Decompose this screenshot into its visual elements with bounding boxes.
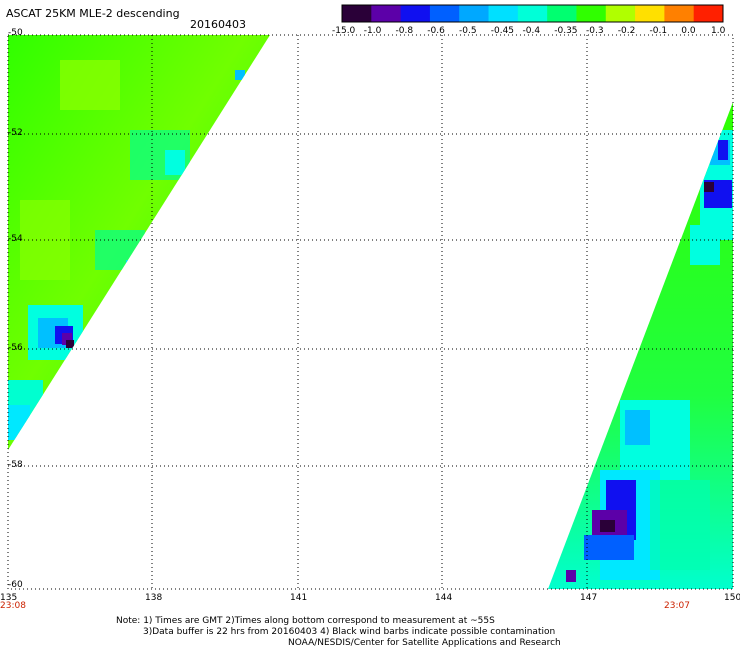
colorbar-tick-label: -0.35	[554, 26, 578, 36]
colorbar-tick-label: 1.0	[711, 26, 726, 36]
graticule	[8, 35, 733, 589]
colorbar-tick-label: -0.3	[586, 26, 604, 36]
colorbar-swatch	[517, 5, 548, 22]
colorbar-tick-label: -0.5	[459, 26, 477, 36]
map-title: ASCAT 25KM MLE-2 descending	[6, 7, 180, 20]
colorbar-swatch	[547, 5, 577, 22]
colorbar-swatch	[576, 5, 607, 22]
colorbar-swatch	[693, 5, 724, 22]
colorbar-tick-label: -0.4	[522, 26, 541, 36]
colorbar-swatch	[664, 5, 695, 22]
time-left: 23:08	[0, 601, 26, 611]
lat-label-58: -58	[8, 460, 23, 470]
lon-label-138: 138	[145, 593, 163, 603]
colorbar-swatch	[400, 5, 431, 22]
colorbar-tick-label: -0.2	[617, 26, 636, 36]
colorbar-swatch	[488, 5, 519, 22]
lon-label-150: 150	[724, 593, 740, 603]
colorbar-swatch	[635, 5, 665, 22]
colorbar-swatch	[459, 5, 490, 22]
colorbar-swatch	[342, 5, 372, 22]
lat-label-60: -60	[8, 580, 23, 590]
colorbar-tick-label: -0.1	[649, 26, 668, 36]
right-swath	[548, 102, 733, 589]
note-line-1: Note: 1) Times are GMT 2)Times along bot…	[116, 616, 495, 626]
lat-label-54: -54	[8, 234, 23, 244]
map-date: 20160403	[190, 18, 246, 31]
lon-label-147: 147	[580, 593, 598, 603]
colorbar-swatch	[605, 5, 636, 22]
colorbar-swatch	[429, 5, 460, 22]
colorbar	[342, 5, 724, 22]
note-line-3: NOAA/NESDIS/Center for Satellite Applica…	[288, 638, 561, 648]
colorbar-tick-label: -1.0	[363, 26, 382, 36]
colorbar-tick-label: -0.8	[395, 26, 414, 36]
lat-label-50: -50	[8, 28, 23, 38]
colorbar-tick-label: -15.0	[332, 26, 356, 36]
lon-label-135: 135	[0, 593, 18, 603]
lon-label-144: 144	[435, 593, 453, 603]
colorbar-tick-label: 0.0	[681, 26, 696, 36]
left-swath	[8, 35, 270, 450]
colorbar-tick-label: -0.6	[427, 26, 445, 36]
lon-label-141: 141	[290, 593, 308, 603]
colorbar-swatch	[371, 5, 402, 22]
colorbar-tick-label: -0.45	[490, 26, 515, 36]
lat-label-52: -52	[8, 128, 23, 138]
time-right: 23:07	[664, 601, 690, 611]
note-line-2: 3)Data buffer is 22 hrs from 20160403 4)…	[143, 627, 556, 637]
lat-label-56: -56	[8, 343, 23, 353]
map-frame	[7, 34, 734, 590]
